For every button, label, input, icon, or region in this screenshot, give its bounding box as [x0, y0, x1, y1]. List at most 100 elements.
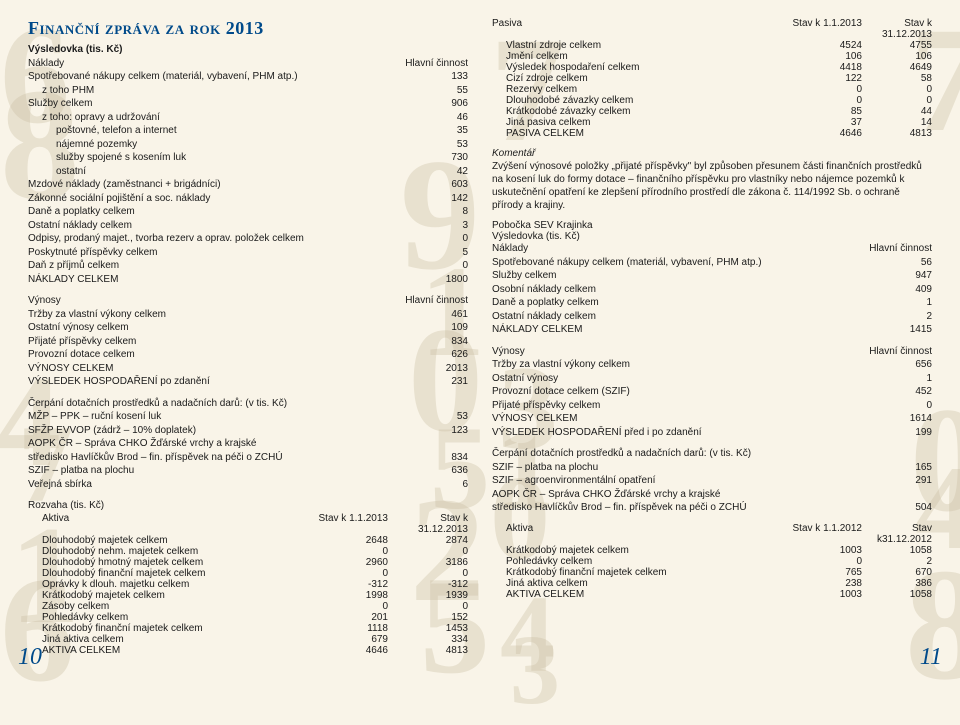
row-value: 133 [418, 70, 468, 84]
row-value: 834 [418, 335, 468, 349]
row-value: 0 [418, 259, 468, 273]
vynosy-head-2: Výnosy [492, 345, 869, 359]
row-value-1: 4524 [792, 40, 862, 51]
table-row: SFŽP EVVOP (zádrž – 10% doplatek)123 [28, 424, 468, 438]
row-value: 165 [882, 461, 932, 475]
row-value: 46 [418, 111, 468, 125]
row-value-2: 4813 [862, 128, 932, 139]
row-label: VÝNOSY CELKEM [28, 362, 418, 376]
table-row: Dlouhodobé závazky celkem00 [492, 95, 932, 106]
row-label: SZIF – platba na plochu [28, 464, 418, 478]
row-value-1: 4646 [308, 645, 388, 656]
table-row: Krátkodobý majetek celkem10031058 [492, 545, 932, 556]
table-row: Daně a poplatky celkem8 [28, 205, 468, 219]
row-value-1: 1003 [792, 589, 862, 600]
table-row: Spotřebované nákupy celkem (materiál, vy… [28, 70, 468, 84]
row-label: z toho: opravy a udržování [28, 111, 418, 125]
table-row: VÝNOSY CELKEM2013 [28, 362, 468, 376]
table-row: SZIF – platba na plochu636 [28, 464, 468, 478]
row-value: 291 [882, 474, 932, 488]
naklady-head-2: Náklady [492, 242, 869, 256]
row-label: Krátkodobý majetek celkem [28, 590, 308, 601]
table-row: Jiná aktiva celkem238386 [492, 578, 932, 589]
row-label: Jiná aktiva celkem [492, 578, 792, 589]
table-row: Oprávky k dlouh. majetku celkem-312-312 [28, 579, 468, 590]
grants-block: Čerpání dotačních prostředků a nadačních… [28, 397, 468, 492]
table-row: Jiná aktiva celkem679334 [28, 634, 468, 645]
table-row: Ostatní náklady celkem3 [28, 219, 468, 233]
row-value: 55 [418, 84, 468, 98]
row-value-2: 2874 [388, 535, 468, 546]
row-label: Provozní dotace celkem (SZIF) [492, 385, 882, 399]
row-value-2: 334 [388, 634, 468, 645]
table-row: Dlouhodobý hmotný majetek celkem29603186 [28, 557, 468, 568]
table-row: středisko Havlíčkův Brod – fin. příspěve… [28, 451, 468, 465]
row-label: SZIF – platba na plochu [492, 461, 882, 475]
row-label: Služby celkem [28, 97, 418, 111]
row-value-1: 201 [308, 612, 388, 623]
table-row: ostatní42 [28, 165, 468, 179]
row-value: 504 [882, 501, 932, 515]
row-value-1: 1003 [792, 545, 862, 556]
vynosy-head: Výnosy [28, 294, 405, 308]
row-label: Daně a poplatky celkem [492, 296, 882, 310]
row-label: AKTIVA CELKEM [492, 589, 792, 600]
table-row: Daň z příjmů celkem0 [28, 259, 468, 273]
row-label: Dlouhodobý hmotný majetek celkem [28, 557, 308, 568]
table-row: Pohledávky celkem201152 [28, 612, 468, 623]
row-value: 6 [418, 478, 468, 492]
row-value-1: 238 [792, 578, 862, 589]
row-value-1: 0 [308, 546, 388, 557]
row-value-2: 386 [862, 578, 932, 589]
row-value-1: 37 [792, 117, 862, 128]
row-value: 834 [418, 451, 468, 465]
table-row: z toho PHM55 [28, 84, 468, 98]
branch-aktiva: Aktiva Stav k 1.1.2012 Stav k31.12.2012 … [492, 523, 932, 600]
table-row: z toho: opravy a udržování46 [28, 111, 468, 125]
table-row: Krátkodobý finanční majetek celkem111814… [28, 623, 468, 634]
row-label: SFŽP EVVOP (zádrž – 10% doplatek) [28, 424, 418, 438]
hlavni-cinnost: Hlavní činnost [405, 57, 468, 71]
row-label: Pohledávky celkem [492, 556, 792, 567]
row-label: Spotřebované nákupy celkem (materiál, vy… [28, 70, 418, 84]
table-row: Krátkodobé závazky celkem8544 [492, 106, 932, 117]
table-row: Tržby za vlastní výkony celkem461 [28, 308, 468, 322]
table-row: Dlouhodobý nehm. majetek celkem00 [28, 546, 468, 557]
table-row: Ostatní náklady celkem2 [492, 310, 932, 324]
vysl-head-2: Výsledovka (tis. Kč) [492, 231, 932, 242]
pcol1: Stav k 1.1.2013 [792, 18, 862, 40]
table-row: Výsledek hospodaření celkem44184649 [492, 62, 932, 73]
table-row: Krátkodobý finanční majetek celkem765670 [492, 567, 932, 578]
row-value-1: 765 [792, 567, 862, 578]
hlavni-3: Hlavní činnost [869, 242, 932, 256]
grants-head: Čerpání dotačních prostředků a nadačních… [28, 397, 468, 411]
row-label: Dlouhodobý majetek celkem [28, 535, 308, 546]
row-value-2: 1939 [388, 590, 468, 601]
row-label: NÁKLADY CELKEM [28, 273, 418, 287]
row-value-2: 152 [388, 612, 468, 623]
row-value: 53 [418, 410, 468, 424]
row-value-2: 1453 [388, 623, 468, 634]
row-value-2: 4755 [862, 40, 932, 51]
row-value: 3 [418, 219, 468, 233]
row-label: Vlastní zdroje celkem [492, 40, 792, 51]
row-value: 0 [882, 399, 932, 413]
row-label: Přijaté příspěvky celkem [28, 335, 418, 349]
row-label: Mzdové náklady (zaměstnanci + brigádníci… [28, 178, 418, 192]
row-value: 8 [418, 205, 468, 219]
pcol2: Stav k 31.12.2013 [862, 18, 932, 40]
grants-head-2: Čerpání dotačních prostředků a nadačních… [492, 447, 932, 461]
table-row: Ostatní výnosy celkem109 [28, 321, 468, 335]
row-value: 56 [882, 256, 932, 270]
row-label: Služby celkem [492, 269, 882, 283]
aktiva-head: Aktiva [28, 513, 308, 535]
row-value: 142 [418, 192, 468, 206]
naklady-head: Náklady [28, 57, 405, 71]
vysledovka-head: Výsledovka (tis. Kč) [28, 43, 468, 57]
row-value: 35 [418, 124, 468, 138]
row-value-1: 106 [792, 51, 862, 62]
row-label: poštovné, telefon a internet [28, 124, 418, 138]
table-row: NÁKLADY CELKEM1800 [28, 273, 468, 287]
row-label: středisko Havlíčkův Brod – fin. příspěve… [492, 501, 882, 515]
row-label: Provozní dotace celkem [28, 348, 418, 362]
